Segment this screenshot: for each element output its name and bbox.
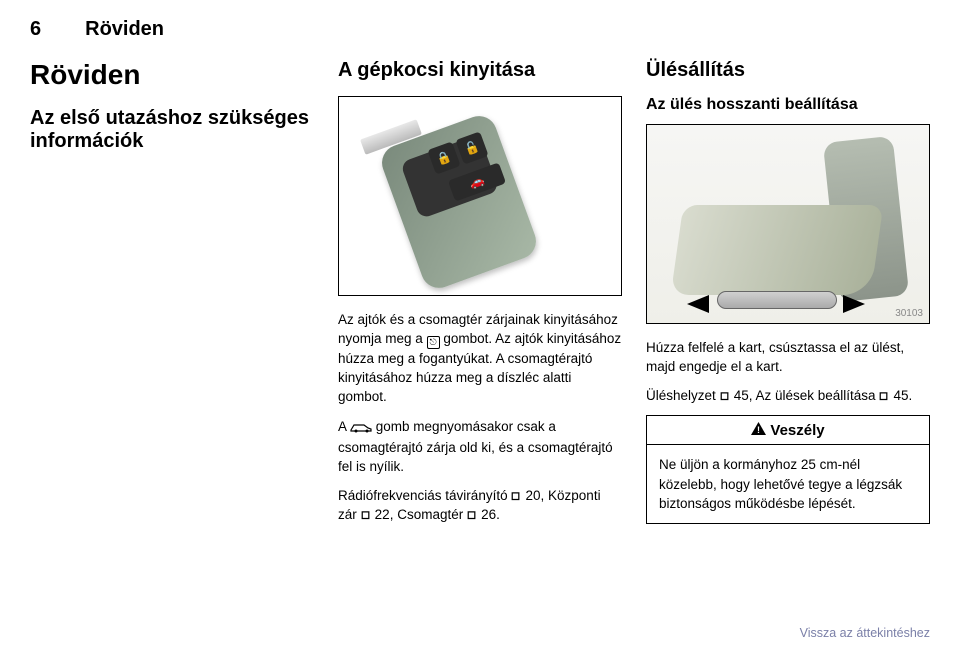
page-number: 6 <box>30 18 41 41</box>
page-header: 6 Röviden <box>30 18 930 41</box>
text: Üléshelyzet <box>646 388 720 403</box>
danger-heading: ! Veszély <box>647 416 929 445</box>
arrow-right-icon <box>843 295 865 313</box>
back-to-overview-link[interactable]: Vissza az áttekintéshez <box>800 626 930 640</box>
text: , Az ülések beállítása <box>749 388 880 403</box>
figure-code: 30103 <box>895 308 923 319</box>
text: Rádiófrekvenciás távirányító <box>338 488 511 503</box>
col3-heading: Ülésállítás <box>646 59 930 82</box>
section-title: Röviden <box>30 59 314 91</box>
seat-illustration: 30103 <box>647 125 929 323</box>
seat-cushion <box>671 205 884 295</box>
col2-paragraph-1: Az ajtók és a csomagtér zárjainak kinyit… <box>338 310 622 407</box>
figure-seat-adjust: 30103 <box>646 124 930 324</box>
chapter-title: Röviden <box>85 18 164 41</box>
text: A <box>338 419 350 434</box>
column-1: Röviden Az első utazáshoz szükséges info… <box>30 59 314 534</box>
text: , Csomagtér <box>390 507 467 522</box>
col3-subheading: Az ülés hosszanti beállítása <box>646 96 930 114</box>
text: gomb megnyomásakor csak a csomagtérajtó … <box>338 419 613 474</box>
col3-paragraph-1: Húzza felfelé a kart, csúsztassa el az ü… <box>646 338 930 376</box>
warning-triangle-icon: ! <box>751 422 766 439</box>
arrow-left-icon <box>687 295 709 313</box>
figure-key-remote: 🔒 🔓 🚗 <box>338 96 622 296</box>
ref: 45 <box>734 388 749 403</box>
ref: 22 <box>375 507 390 522</box>
col2-paragraph-2: A gomb megnyomásakor csak a csomagtérajt… <box>338 417 622 476</box>
danger-body-text: Ne üljön a kormányhoz 25 cm-nél közelebb… <box>647 445 929 522</box>
danger-callout: ! Veszély Ne üljön a kormányhoz 25 cm-né… <box>646 415 930 523</box>
col2-paragraph-3: Rádiófrekvenciás távirányító ◇ 20, Közpo… <box>338 486 622 524</box>
seat-lever <box>717 291 837 309</box>
text: . <box>496 507 500 522</box>
unlock-button-icon: ⎋ <box>427 336 440 349</box>
col3-paragraph-2: Üléshelyzet ◇ 45, Az ülések beállítása ◇… <box>646 386 930 405</box>
columns: Röviden Az első utazáshoz szükséges info… <box>30 59 930 534</box>
ref: 45 <box>893 388 908 403</box>
col2-heading: A gépkocsi kinyitása <box>338 59 622 82</box>
danger-label: Veszély <box>770 422 824 439</box>
column-3: Ülésállítás Az ülés hosszanti beállítása… <box>646 59 930 534</box>
ref: 26 <box>481 507 496 522</box>
svg-text:!: ! <box>757 425 760 435</box>
section-subtitle: Az első utazáshoz szükséges információk <box>30 107 314 153</box>
text: . <box>909 388 913 403</box>
page: 6 Röviden Röviden Az első utazáshoz szük… <box>0 0 960 650</box>
car-trunk-icon <box>350 419 372 438</box>
column-2: A gépkocsi kinyitása 🔒 🔓 🚗 Az ajtók és a… <box>338 59 622 534</box>
ref: 20 <box>526 488 541 503</box>
